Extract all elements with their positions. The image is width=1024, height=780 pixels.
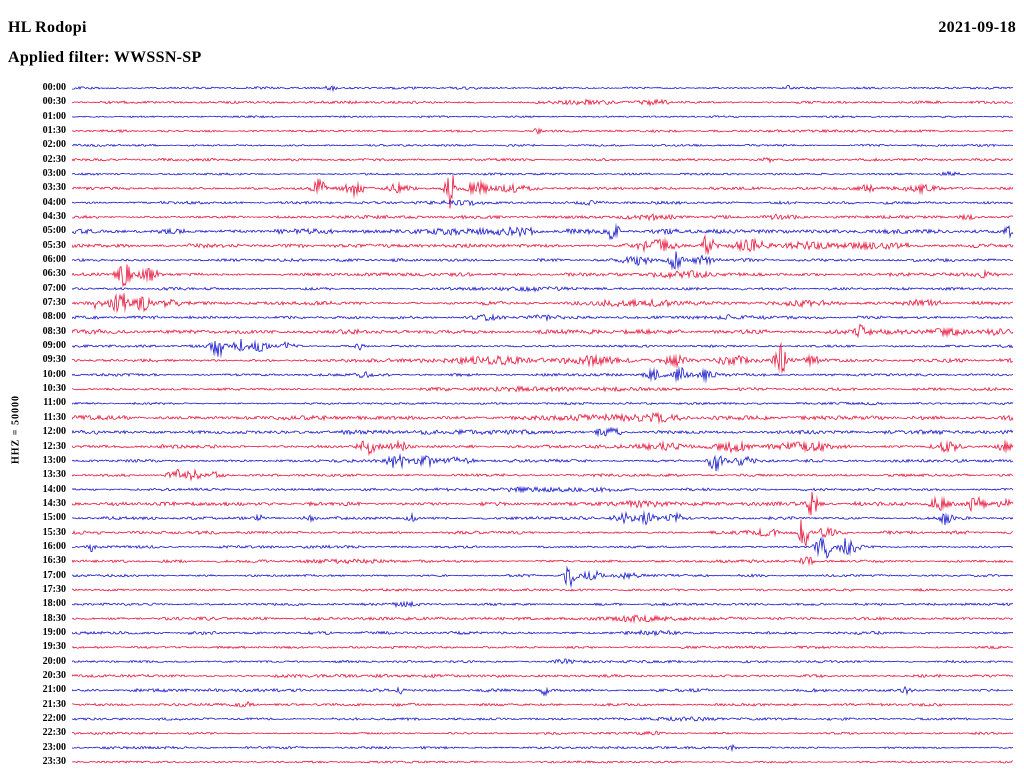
time-label: 23:00: [42, 741, 66, 753]
time-label: 16:00: [42, 540, 66, 552]
time-label: 19:00: [42, 626, 66, 638]
time-label: 01:30: [42, 125, 66, 137]
time-label: 18:30: [42, 612, 66, 624]
time-label: 05:30: [42, 239, 66, 251]
time-label: 09:30: [42, 354, 66, 366]
time-label: 15:00: [42, 512, 66, 524]
time-label: 14:30: [42, 497, 66, 509]
time-label: 02:30: [42, 153, 66, 165]
time-label: 20:30: [42, 669, 66, 681]
time-label: 07:30: [42, 297, 66, 309]
time-label: 20:00: [42, 655, 66, 667]
helicorder-canvas: [72, 80, 1014, 770]
time-label: 08:00: [42, 311, 66, 323]
time-label: 02:00: [42, 139, 66, 151]
time-label: 05:00: [42, 225, 66, 237]
time-label: 06:30: [42, 268, 66, 280]
time-label: 15:30: [42, 526, 66, 538]
station-title: HL Rodopi: [8, 19, 87, 36]
time-label: 03:00: [42, 168, 66, 180]
time-label: 03:30: [42, 182, 66, 194]
time-label: 01:00: [42, 110, 66, 122]
filter-label: Applied filter: WWSSN-SP: [8, 49, 202, 66]
time-label: 00:00: [42, 82, 66, 93]
time-label: 08:30: [42, 325, 66, 337]
time-label: 22:30: [42, 727, 66, 739]
time-label: 00:30: [42, 96, 66, 108]
time-label: 09:00: [42, 340, 66, 352]
time-label: 14:00: [42, 483, 66, 495]
date-label: 2021-09-18: [938, 19, 1016, 36]
time-label: 04:30: [42, 211, 66, 223]
time-label: 16:30: [42, 555, 66, 567]
time-label: 21:30: [42, 698, 66, 710]
time-label: 22:00: [42, 712, 66, 724]
time-label: 17:00: [42, 569, 66, 581]
time-label: 18:00: [42, 598, 66, 610]
time-label: 23:30: [42, 756, 66, 767]
time-label: 17:30: [42, 583, 66, 595]
time-label: 21:00: [42, 684, 66, 696]
time-label: 06:00: [42, 254, 66, 266]
y-axis-scale-label: HHZ = 50000: [10, 395, 22, 464]
time-label: 07:00: [42, 282, 66, 294]
time-label: 04:00: [42, 196, 66, 208]
time-label: 19:30: [42, 641, 66, 653]
